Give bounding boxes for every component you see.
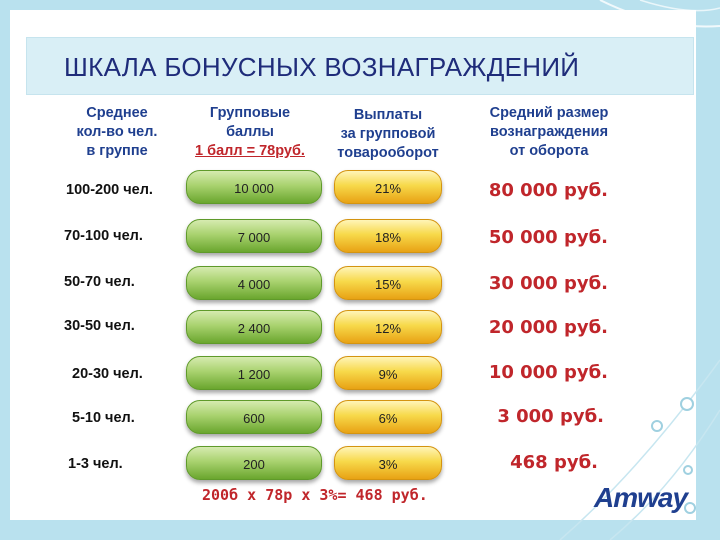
points-value: 2 400: [237, 320, 271, 336]
points-pill: 2 400: [186, 310, 322, 344]
points-pill: 600: [186, 400, 322, 434]
percent-pill: 3%: [334, 446, 442, 480]
percent-value: 3%: [378, 456, 398, 472]
group-size-label: 1-3 чел.: [68, 456, 123, 472]
header-line: кол-во чел.: [76, 124, 158, 140]
header-line: вознаграждения: [489, 124, 609, 140]
percent-value: 21%: [374, 180, 402, 196]
percent-pill: 12%: [334, 310, 442, 344]
reward-amount: 10 000 руб.: [488, 362, 608, 383]
points-value: 4 000: [237, 276, 271, 292]
points-value: 1 200: [237, 366, 271, 382]
calculation-example: 200б х 78р х 3%= 468 руб.: [202, 486, 428, 504]
reward-amount: 3 000 руб.: [497, 406, 604, 427]
page-title: ШКАЛА БОНУСНЫХ ВОЗНАГРАЖДЕНИЙ: [64, 52, 580, 82]
group-size-label: 70-100 чел.: [64, 228, 143, 244]
points-pill: 4 000: [186, 266, 322, 300]
percent-value: 15%: [374, 276, 402, 292]
reward-amount: 20 000 руб.: [488, 317, 608, 338]
header-line: Среднее: [86, 105, 148, 121]
percent-value: 12%: [374, 320, 402, 336]
header-group-size: Среднее кол-во чел. в группе: [58, 104, 176, 161]
points-pill: 10 000: [186, 170, 322, 204]
percent-value: 18%: [374, 229, 402, 245]
header-line: Выплаты: [353, 107, 423, 123]
percent-pill: 9%: [334, 356, 442, 390]
points-value: 200: [243, 456, 265, 472]
header-line: от оборота: [509, 143, 589, 159]
percent-pill: 6%: [334, 400, 442, 434]
header-payouts: Выплаты за групповой товарооборот: [318, 106, 458, 163]
group-size-label: 50-70 чел.: [64, 274, 135, 290]
group-size-label: 30-50 чел.: [64, 318, 135, 334]
points-value: 600: [243, 410, 265, 426]
points-pill: 1 200: [186, 356, 322, 390]
header-line: товарооборот: [337, 145, 439, 161]
header-avg-reward: Средний размер вознаграждения от оборота: [474, 104, 624, 161]
group-size-label: 100-200 чел.: [66, 182, 153, 198]
reward-amount: 50 000 руб.: [488, 227, 608, 248]
header-line: Средний размер: [489, 105, 609, 121]
percent-pill: 18%: [334, 219, 442, 253]
header-line: в группе: [86, 143, 148, 159]
points-value: 10 000: [234, 180, 274, 196]
group-size-label: 20-30 чел.: [72, 366, 143, 382]
reward-amount: 468 руб.: [510, 452, 598, 473]
group-size-label: 5-10 чел.: [72, 410, 135, 426]
reward-amount: 30 000 руб.: [488, 273, 608, 294]
amway-logo: Amway: [594, 482, 688, 513]
reward-amount: 80 000 руб.: [488, 180, 608, 201]
percent-value: 9%: [378, 366, 398, 382]
percent-pill: 21%: [334, 170, 442, 204]
percent-pill: 15%: [334, 266, 442, 300]
title-bar: [26, 37, 694, 95]
points-pill: 200: [186, 446, 322, 480]
header-group-points: Групповые баллы 1 балл = 78руб.: [180, 104, 320, 161]
header-line: за групповой: [340, 126, 436, 142]
point-rate-note: 1 балл = 78руб.: [195, 143, 305, 159]
header-line: баллы: [226, 124, 274, 140]
points-pill: 7 000: [186, 219, 322, 253]
percent-value: 6%: [378, 410, 398, 426]
header-line: Групповые: [209, 105, 291, 121]
points-value: 7 000: [237, 229, 271, 245]
